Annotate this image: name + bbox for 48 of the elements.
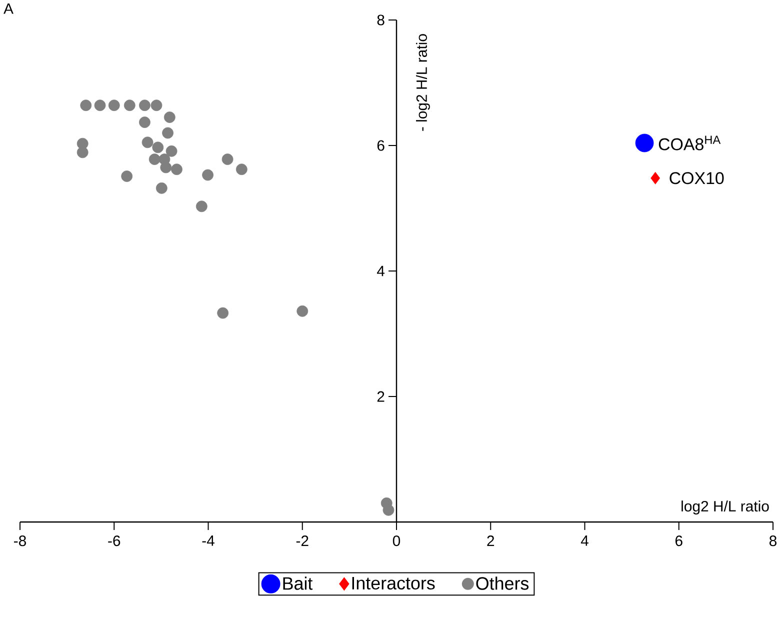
point — [166, 145, 178, 157]
point — [148, 154, 160, 165]
point — [382, 504, 394, 516]
y-tick-label: 6 — [377, 140, 384, 151]
point — [94, 100, 106, 112]
y-axis-title: - log2 H/L ratio — [416, 34, 430, 131]
y-tick-label: 4 — [377, 266, 385, 276]
point — [124, 100, 136, 112]
point — [121, 170, 133, 182]
x-tick-label: -6 — [108, 536, 120, 546]
point — [139, 100, 150, 112]
legend-label: Interactors — [352, 577, 435, 590]
point — [217, 307, 229, 319]
x-tick-label: 2 — [487, 536, 494, 546]
x-tick-label: 6 — [675, 536, 682, 546]
point — [196, 200, 208, 212]
y-tick-label: 8 — [377, 14, 384, 26]
point — [80, 100, 92, 112]
point — [164, 112, 176, 123]
annotation: COX10 — [670, 172, 724, 184]
point — [156, 182, 168, 194]
annotation: COA8$^{HA}$ — [658, 136, 721, 150]
x-axis-title: log2 H/L ratio — [682, 500, 769, 514]
legend-label: Bait — [283, 576, 313, 590]
point — [139, 116, 150, 128]
x-tick-label: -2 — [296, 536, 308, 546]
x-tick-label: -4 — [202, 536, 214, 546]
point — [150, 100, 162, 112]
point — [650, 172, 660, 184]
x-tick-label: -8 — [14, 536, 26, 546]
point — [236, 164, 248, 176]
point — [108, 100, 120, 112]
x-tick-label: 8 — [769, 536, 776, 546]
legend-label: Others — [476, 576, 529, 590]
point — [76, 146, 88, 158]
point — [162, 127, 174, 139]
x-tick-label: 4 — [580, 536, 588, 546]
point — [222, 154, 234, 165]
point — [635, 134, 654, 152]
point — [142, 136, 154, 148]
text: A — [4, 4, 14, 14]
point — [296, 305, 308, 317]
point — [171, 164, 182, 176]
point — [152, 142, 164, 154]
point — [160, 162, 172, 174]
x-tick-label: 0 — [392, 536, 400, 546]
point — [202, 169, 214, 181]
y-tick-label: 2 — [377, 391, 384, 402]
